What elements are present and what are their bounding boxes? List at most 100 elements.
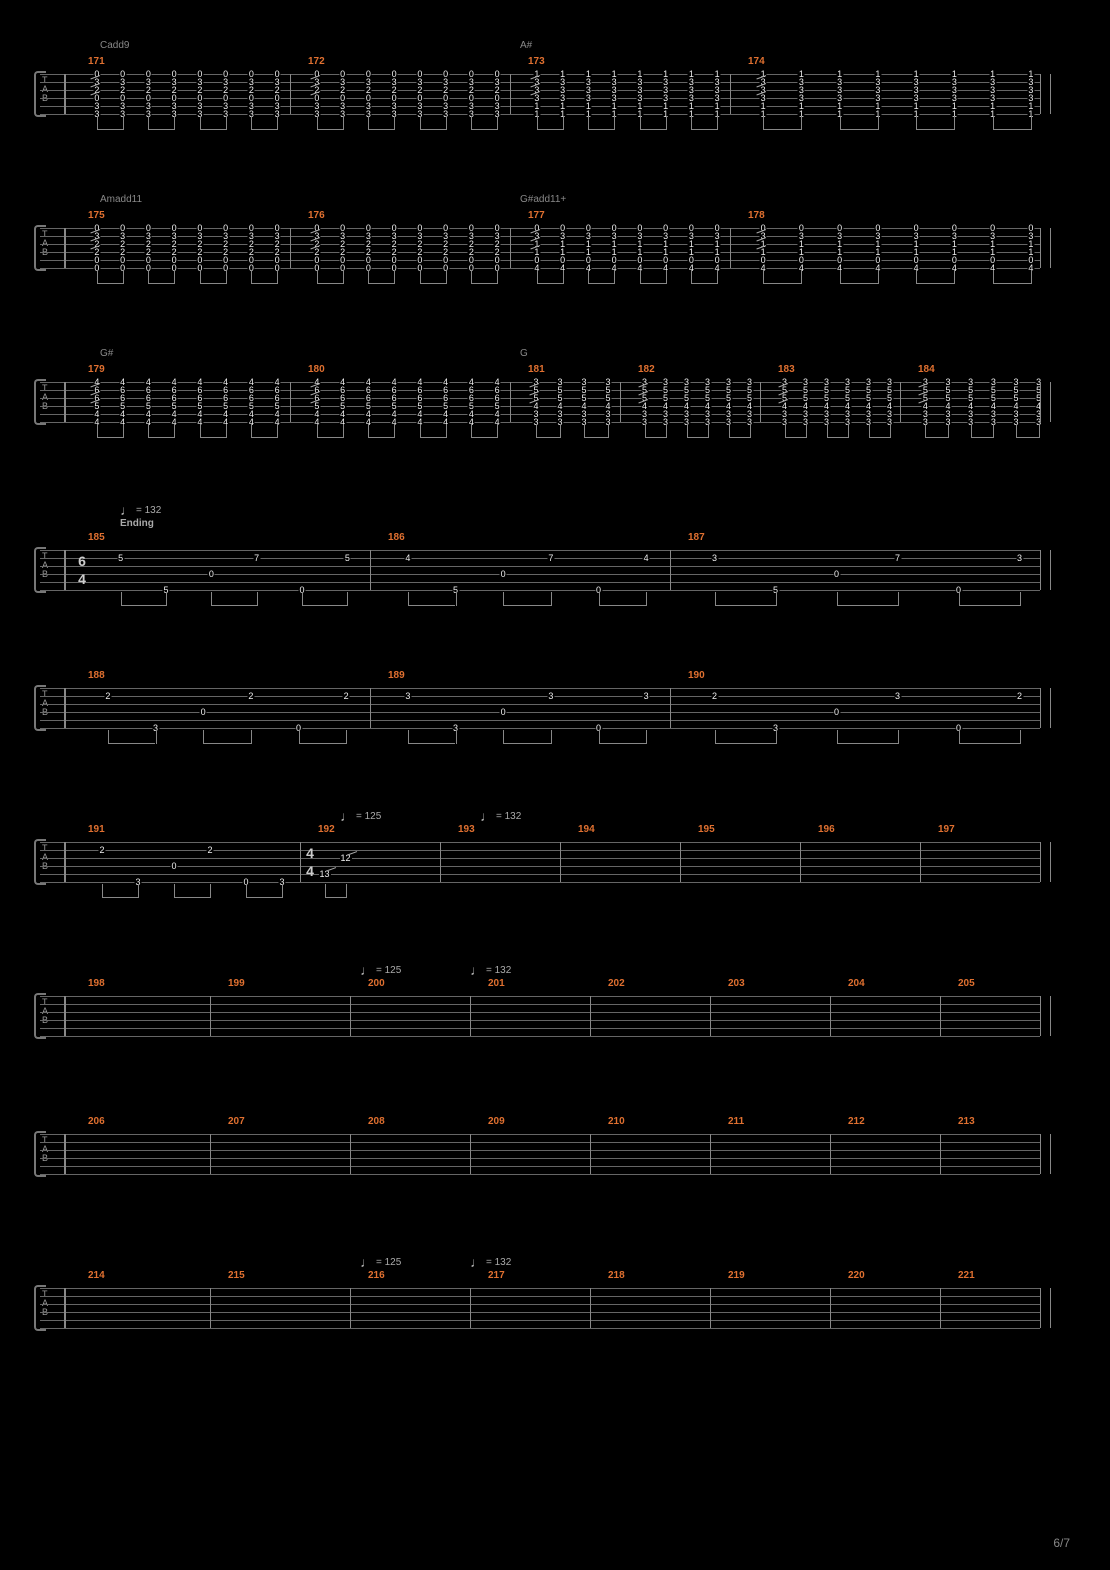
- fret-number: 3: [547, 692, 554, 700]
- section-label: Ending: [120, 518, 154, 529]
- measure-number: 181: [528, 364, 545, 375]
- tab-system: 206207208209210211212213TAB: [40, 1116, 1070, 1196]
- measure-number: 196: [818, 824, 835, 835]
- measure-number: 175: [88, 210, 105, 221]
- chord-label: A#: [520, 40, 532, 51]
- chord-label: Amadd11: [100, 194, 142, 205]
- measure-number: 220: [848, 1270, 865, 1281]
- chord-label: G#add11+: [520, 194, 566, 205]
- fret-number: 0: [208, 570, 215, 578]
- tab-staff: TAB: [40, 1288, 1040, 1328]
- measure-number: 188: [88, 670, 105, 681]
- fret-number: 2: [711, 692, 718, 700]
- time-signature: 4: [306, 846, 314, 860]
- page-number: 6/7: [1053, 1536, 1070, 1550]
- measure-number: 176: [308, 210, 325, 221]
- measure-number: 207: [228, 1116, 245, 1127]
- tab-staff: TAB230203131244: [40, 842, 1040, 882]
- fret-number: 3: [643, 692, 650, 700]
- stem-row: [40, 1038, 1040, 1058]
- fret-number: 2: [206, 846, 213, 854]
- fret-number: 7: [894, 554, 901, 562]
- tab-system: 188189190TAB230202330303230302: [40, 670, 1070, 750]
- stem-row: [40, 424, 1040, 444]
- fret-number: 0: [500, 570, 507, 578]
- fret-number: 0: [833, 708, 840, 716]
- measure-number: 204: [848, 978, 865, 989]
- tab-staff: TAB: [40, 996, 1040, 1036]
- fret-number: 2: [343, 692, 350, 700]
- measure-number: 173: [528, 56, 545, 67]
- fret-number: 2: [1016, 692, 1023, 700]
- fret-number: 4: [643, 554, 650, 562]
- measure-number: 192: [318, 824, 335, 835]
- fret-number: 0: [200, 708, 207, 716]
- stem-row: [40, 1176, 1040, 1196]
- measure-number: 218: [608, 1270, 625, 1281]
- measure-number: 184: [918, 364, 935, 375]
- measure-number: 197: [938, 824, 955, 835]
- time-signature: 4: [78, 572, 86, 586]
- fret-number: 3: [1016, 554, 1023, 562]
- fret-number: 2: [98, 846, 105, 854]
- tab-staff: TAB0320330320330320330320330320330320330…: [40, 74, 1040, 114]
- measure-number: 172: [308, 56, 325, 67]
- systems-container: Cadd9A#171172173174TAB032033032033032033…: [40, 40, 1070, 1350]
- measure-number: 216: [368, 1270, 385, 1281]
- stem-row: [40, 116, 1040, 136]
- fret-number: 2: [247, 692, 254, 700]
- tab-system: ♩= 125♩= 132214215216217218219220221TAB: [40, 1254, 1070, 1350]
- tempo-marking: ♩= 132: [470, 962, 511, 978]
- measure-number: 189: [388, 670, 405, 681]
- measure-number: 217: [488, 1270, 505, 1281]
- fret-number: 5: [344, 554, 351, 562]
- tempo-marking: ♩= 125: [360, 1254, 401, 1270]
- measure-number: 214: [88, 1270, 105, 1281]
- fret-number: 0: [833, 570, 840, 578]
- measure-number: 185: [88, 532, 105, 543]
- fret-number: 4: [404, 554, 411, 562]
- tempo-marking: ♩= 132: [480, 808, 521, 824]
- measure-number: 182: [638, 364, 655, 375]
- stem-row: [40, 270, 1040, 290]
- tab-system: ♩= 125♩= 132198199200201202203204205TAB: [40, 962, 1070, 1058]
- measure-number: 177: [528, 210, 545, 221]
- measure-number: 191: [88, 824, 105, 835]
- fret-number: 3: [404, 692, 411, 700]
- fret-number: 2: [104, 692, 111, 700]
- fret-number: 7: [547, 554, 554, 562]
- tab-system: G#G179180181182183184TAB4665444665444665…: [40, 348, 1070, 444]
- measure-number: 221: [958, 1270, 975, 1281]
- measure-number: 205: [958, 978, 975, 989]
- tab-system: ♩= 132Ending185186187TAB6455070545070435…: [40, 502, 1070, 612]
- fret-number: 0: [170, 862, 177, 870]
- tab-staff: TAB64550705450704350703: [40, 550, 1040, 590]
- tempo-marking: ♩= 125: [340, 808, 381, 824]
- fret-number: 3: [894, 692, 901, 700]
- measure-number: 180: [308, 364, 325, 375]
- measure-number: 215: [228, 1270, 245, 1281]
- measure-number: 171: [88, 56, 105, 67]
- measure-number: 212: [848, 1116, 865, 1127]
- stem-row: [40, 730, 1040, 750]
- stem-row: [40, 1330, 1040, 1350]
- tempo-marking: ♩= 132: [470, 1254, 511, 1270]
- measure-number: 206: [88, 1116, 105, 1127]
- measure-number: 194: [578, 824, 595, 835]
- measure-number: 198: [88, 978, 105, 989]
- chord-label: G: [520, 348, 528, 359]
- measure-number: 210: [608, 1116, 625, 1127]
- chord-label: Cadd9: [100, 40, 129, 51]
- tab-staff: TAB4665444665444665444665444665444665444…: [40, 382, 1040, 422]
- stem-row: [40, 884, 1040, 904]
- measure-number: 208: [368, 1116, 385, 1127]
- measure-number: 201: [488, 978, 505, 989]
- measure-number: 213: [958, 1116, 975, 1127]
- tempo-marking: ♩= 125: [360, 962, 401, 978]
- measure-number: 211: [728, 1116, 744, 1127]
- fret-number: 0: [500, 708, 507, 716]
- measure-number: 209: [488, 1116, 505, 1127]
- tab-system: Cadd9A#171172173174TAB032033032033032033…: [40, 40, 1070, 136]
- time-signature: 4: [306, 864, 314, 878]
- tab-system: ♩= 125♩= 132191192193194195196197TAB2302…: [40, 808, 1070, 904]
